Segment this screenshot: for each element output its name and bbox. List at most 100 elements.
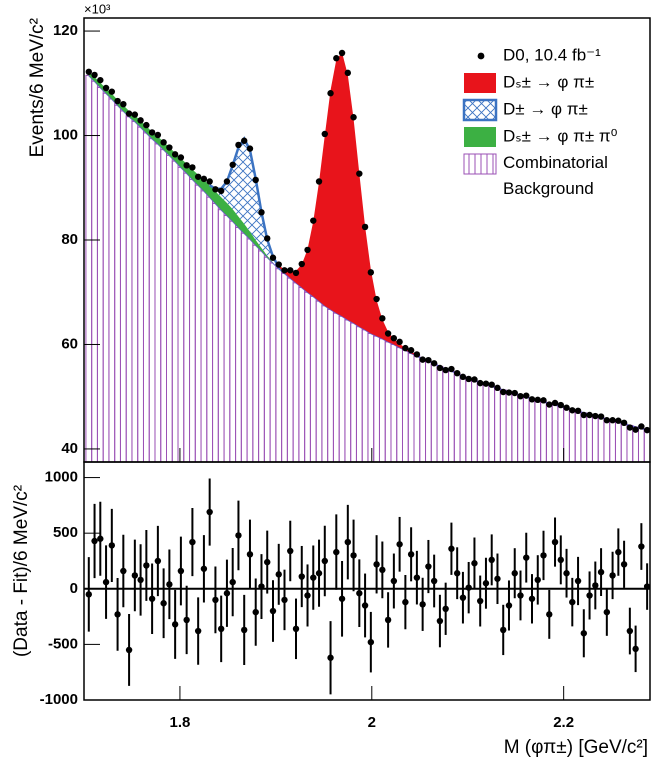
residual-point — [626, 627, 634, 635]
legend-label: D± → φ π± — [503, 99, 588, 118]
residual-point — [459, 594, 467, 601]
x-tick-label: 2 — [368, 714, 376, 731]
residual-point — [194, 627, 202, 635]
data-point — [97, 76, 104, 84]
background-bar — [442, 368, 450, 462]
x-tick-label: 2.2 — [553, 714, 574, 731]
background-bar — [183, 172, 191, 462]
y-axis-title: Events/6 MeV/c² — [27, 18, 48, 157]
background-bar — [269, 262, 277, 462]
residual-point — [569, 598, 576, 606]
residual-point — [264, 558, 271, 566]
background-bar — [637, 428, 645, 462]
background-bar — [142, 132, 150, 462]
background-bar — [568, 409, 576, 462]
legend-marker — [477, 52, 485, 60]
residual-point — [160, 600, 167, 607]
legend-label: Dₛ± → φ π± — [503, 72, 594, 91]
background-bar — [160, 149, 168, 462]
y-tick-label: 80 — [61, 231, 78, 248]
residual-point — [436, 617, 444, 625]
data-point — [471, 376, 478, 383]
legend-swatch — [464, 73, 496, 93]
background-bar — [367, 333, 375, 462]
background-bar — [108, 98, 116, 462]
data-point — [453, 370, 461, 377]
data-point — [425, 356, 432, 364]
background-bar — [580, 412, 588, 462]
background-bar — [102, 92, 110, 462]
residual-point — [494, 575, 501, 582]
background-bar — [476, 382, 484, 462]
residual-point — [217, 625, 225, 633]
background-bar — [603, 418, 611, 462]
residual-point — [223, 590, 231, 597]
residual-point — [500, 626, 507, 634]
background-bar — [171, 160, 179, 462]
y-tick-label: 1000 — [45, 469, 78, 486]
data-point — [223, 178, 231, 185]
y-tick-label: 120 — [53, 22, 78, 39]
residual-point — [344, 538, 352, 546]
data-point — [137, 117, 144, 124]
residual-point — [407, 551, 415, 558]
data-point — [419, 356, 426, 363]
legend-swatch — [463, 153, 497, 175]
background-bar — [350, 322, 357, 462]
background-bar — [586, 413, 593, 462]
background-bar — [114, 104, 121, 462]
residual-point — [511, 570, 518, 577]
data-point — [200, 175, 208, 183]
data-point — [638, 423, 645, 430]
residual-point — [229, 578, 236, 586]
data-point — [183, 162, 190, 169]
y-tick-label: 500 — [53, 524, 78, 541]
y-axis-title: (Data - Fit)/6 MeV/c² — [11, 485, 32, 657]
data-point — [574, 407, 582, 415]
data-point — [569, 407, 576, 414]
background-bar — [298, 287, 306, 462]
data-point — [194, 173, 202, 180]
residual-point — [120, 567, 127, 575]
data-point — [511, 389, 518, 397]
background-bar — [540, 401, 547, 462]
data-point — [396, 338, 403, 346]
background-bar — [505, 391, 513, 462]
residual-point — [292, 625, 300, 633]
data-point — [546, 401, 553, 408]
background-bar — [499, 389, 507, 462]
background-bar — [643, 429, 650, 462]
signal-outline — [208, 136, 286, 274]
background-bar — [321, 305, 329, 462]
data-point — [241, 137, 248, 144]
background-bar — [482, 383, 490, 462]
data-point — [488, 381, 495, 388]
data-point — [125, 110, 133, 117]
data-point — [217, 187, 225, 195]
data-point — [315, 178, 323, 185]
legend-label: D0, 10.4 fb⁻¹ — [503, 45, 601, 64]
residual-point — [137, 576, 144, 584]
background-bar — [407, 352, 415, 462]
residual-point — [442, 605, 449, 613]
data-point — [327, 90, 334, 97]
residual-point — [620, 561, 628, 568]
y-tick-label: 40 — [61, 440, 78, 457]
legend-label: Combinatorial Background — [503, 153, 613, 198]
background-bar — [545, 402, 553, 462]
residual-point — [615, 548, 622, 556]
data-point — [632, 426, 639, 433]
residual-point — [143, 562, 150, 569]
residual-point — [356, 590, 363, 597]
data-point — [148, 129, 156, 136]
background-bar — [327, 308, 334, 462]
data-point — [459, 373, 467, 381]
background-bar — [258, 250, 265, 462]
data-point — [603, 417, 611, 424]
data-point — [229, 161, 236, 168]
data-point — [540, 397, 547, 404]
residual-point — [171, 621, 179, 628]
residual-point — [206, 508, 213, 516]
data-point — [390, 335, 398, 342]
